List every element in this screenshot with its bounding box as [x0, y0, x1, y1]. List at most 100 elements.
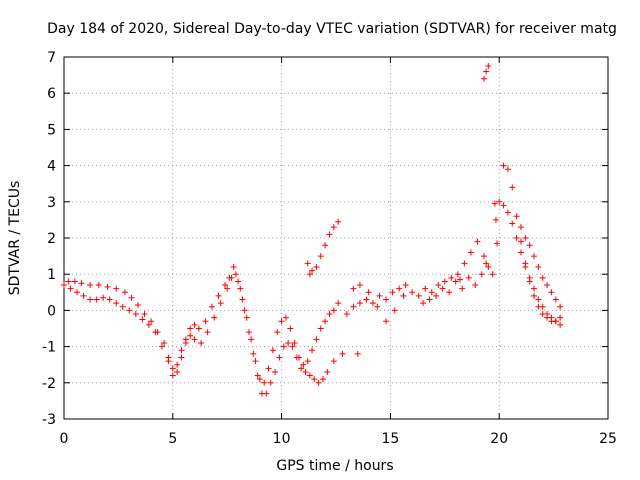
data-point [526, 278, 533, 285]
data-point [504, 166, 511, 173]
data-point [141, 311, 148, 318]
data-point [178, 347, 185, 354]
data-point [317, 253, 324, 260]
data-point [400, 292, 407, 299]
data-point [289, 343, 296, 350]
data-point [552, 318, 559, 325]
data-point [522, 235, 529, 241]
data-point [363, 296, 370, 303]
data-point [224, 285, 231, 292]
data-point [202, 318, 209, 325]
data-point [446, 289, 453, 296]
data-point [265, 365, 272, 372]
x-tick-label: 20 [490, 431, 508, 447]
data-point [535, 303, 542, 310]
y-tick-label: 5 [47, 122, 56, 138]
data-point [204, 329, 211, 336]
data-point [239, 296, 246, 303]
data-point [87, 296, 94, 303]
x-tick-label: 10 [273, 431, 291, 447]
x-tick-label: 0 [60, 431, 69, 447]
data-point [496, 198, 503, 205]
data-point [422, 285, 429, 292]
data-point [535, 263, 542, 270]
data-point [211, 314, 218, 321]
data-point [459, 285, 466, 292]
data-point [350, 285, 357, 292]
y-tick-label: 4 [47, 159, 56, 175]
data-point [509, 220, 516, 227]
data-point [552, 296, 559, 303]
y-tick-label: 6 [47, 86, 56, 102]
series-trace-b [67, 271, 346, 397]
data-point [169, 365, 176, 372]
data-point [480, 75, 487, 82]
data-point [245, 329, 252, 336]
data-point [335, 300, 342, 307]
data-point [302, 368, 309, 375]
data-point [106, 296, 113, 303]
data-point [489, 271, 496, 278]
data-point [191, 321, 198, 328]
data-point [78, 280, 85, 287]
data-point [315, 379, 322, 386]
data-point [309, 267, 316, 274]
data-point [67, 285, 74, 292]
data-points [61, 63, 564, 397]
data-point [71, 278, 78, 285]
data-point [474, 238, 481, 245]
series-isolated [306, 63, 501, 357]
y-tick-labels: -3 -2 -1 0 1 2 3 4 5 6 7 [42, 50, 56, 428]
data-point [169, 372, 176, 379]
data-point [374, 303, 381, 310]
data-point [531, 292, 538, 299]
x-tick-label: 5 [168, 431, 177, 447]
data-point [376, 292, 383, 299]
axis-ticks [63, 56, 609, 420]
data-point [531, 285, 538, 292]
data-point [504, 209, 511, 216]
data-point [517, 224, 524, 231]
x-tick-label: 25 [599, 431, 617, 447]
series-trace-g [496, 198, 564, 328]
data-point [491, 200, 498, 207]
data-point [113, 300, 120, 307]
data-point [313, 263, 320, 270]
data-point [230, 263, 237, 270]
data-point [330, 307, 337, 314]
data-point [80, 292, 87, 299]
data-point [304, 260, 311, 267]
data-point [480, 253, 487, 260]
data-point [544, 282, 551, 289]
data-point [306, 372, 313, 379]
data-point [243, 314, 250, 321]
data-point [435, 282, 442, 289]
data-point [161, 339, 168, 346]
series-trace-i [517, 224, 564, 310]
data-point [235, 278, 242, 285]
data-point [252, 358, 259, 365]
data-point [324, 368, 331, 375]
data-point [457, 276, 464, 283]
data-point [132, 311, 139, 318]
data-point [300, 361, 307, 368]
data-point [335, 218, 342, 225]
data-point [113, 285, 120, 292]
data-point [322, 318, 329, 325]
data-point [215, 292, 222, 299]
data-point [304, 358, 311, 365]
data-point [198, 339, 205, 346]
data-point [178, 354, 185, 361]
data-point [465, 274, 472, 281]
data-point [548, 289, 555, 296]
data-point [291, 339, 298, 346]
data-point [343, 311, 350, 318]
data-point [539, 274, 546, 281]
data-point [285, 339, 292, 346]
data-point [439, 285, 446, 292]
data-point [269, 347, 276, 354]
data-point [452, 278, 459, 285]
data-point [396, 285, 403, 292]
data-point [383, 318, 390, 325]
